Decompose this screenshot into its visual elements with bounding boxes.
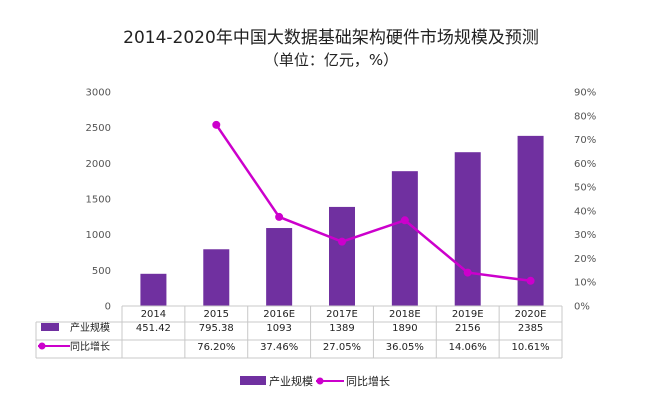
y2-axis-tick-label: 10% [574,278,596,289]
y-axis-tick-label: 500 [92,266,111,277]
y2-axis-tick-label: 20% [574,254,596,265]
y-axis-tick-label: 2000 [86,159,111,170]
table-cell: 451.42 [136,323,171,334]
y2-axis-tick-label: 80% [574,111,596,122]
y2-axis-tick-label: 0% [574,302,590,313]
line-point [338,237,346,246]
bar [391,171,418,306]
legend-label: 同比增长 [346,374,390,388]
x-axis-tick-label: 2015 [204,309,229,320]
table-cell: 76.20% [197,342,235,353]
y-axis-tick-label: 1000 [86,230,111,241]
x-axis-tick-label: 2016E [263,309,295,320]
line-series-path [215,124,531,283]
y-axis-tick-label: 1500 [86,195,111,206]
table-cell: 795.38 [199,323,234,334]
table-row-label: 产业规模 [70,321,110,334]
legend-label: 产业规模 [269,374,313,388]
chart-title: 2014-2020年中国大数据基础架构硬件市场规模及预测 [123,28,539,48]
x-axis-tick-label: 2019E [452,309,484,320]
table-cell: 2385 [518,323,543,334]
table-row-label: 同比增长 [70,340,110,353]
line-point [212,120,221,129]
table-cell: 14.06% [449,342,487,353]
line-point [526,276,535,285]
bar [266,228,293,306]
table-cell: 1093 [266,323,291,334]
y2-axis-tick-label: 40% [574,206,596,217]
y2-axis-tick-label: 90% [574,88,596,99]
line-point [400,216,409,225]
table-legend-key-marker [38,342,46,350]
y2-axis-tick-label: 50% [574,183,596,194]
table-legend-key-bar [41,323,59,331]
x-axis-tick-label: 2018E [389,309,421,320]
x-axis-tick-label: 2014 [141,309,166,320]
y2-axis-tick-label: 60% [574,159,596,170]
bar [203,249,230,306]
table-cell: 1389 [329,323,354,334]
y2-axis-tick-label: 70% [574,135,596,146]
table-cell: 10.61% [512,342,550,353]
y-axis-tick-label: 2500 [86,123,111,134]
legend-key-marker [316,377,324,385]
bar [329,206,355,306]
table-cell: 27.05% [323,342,361,353]
legend-key-bar [240,376,266,385]
line-point [275,212,284,221]
table-cell: 2156 [455,323,480,334]
y-axis-tick-label: 3000 [86,88,111,99]
y-axis-tick-label: 0 [105,302,111,313]
bar [454,152,481,306]
x-axis-tick-label: 2020E [515,309,547,320]
table-cell: 36.05% [386,342,424,353]
chart-subtitle: （单位：亿元，%） [263,51,399,69]
line-point [463,268,472,277]
table-cell: 37.46% [260,342,298,353]
x-axis-tick-label: 2017E [326,309,358,320]
bar [140,273,167,306]
table-cell: 1890 [392,323,417,334]
y2-axis-tick-label: 30% [574,230,596,241]
